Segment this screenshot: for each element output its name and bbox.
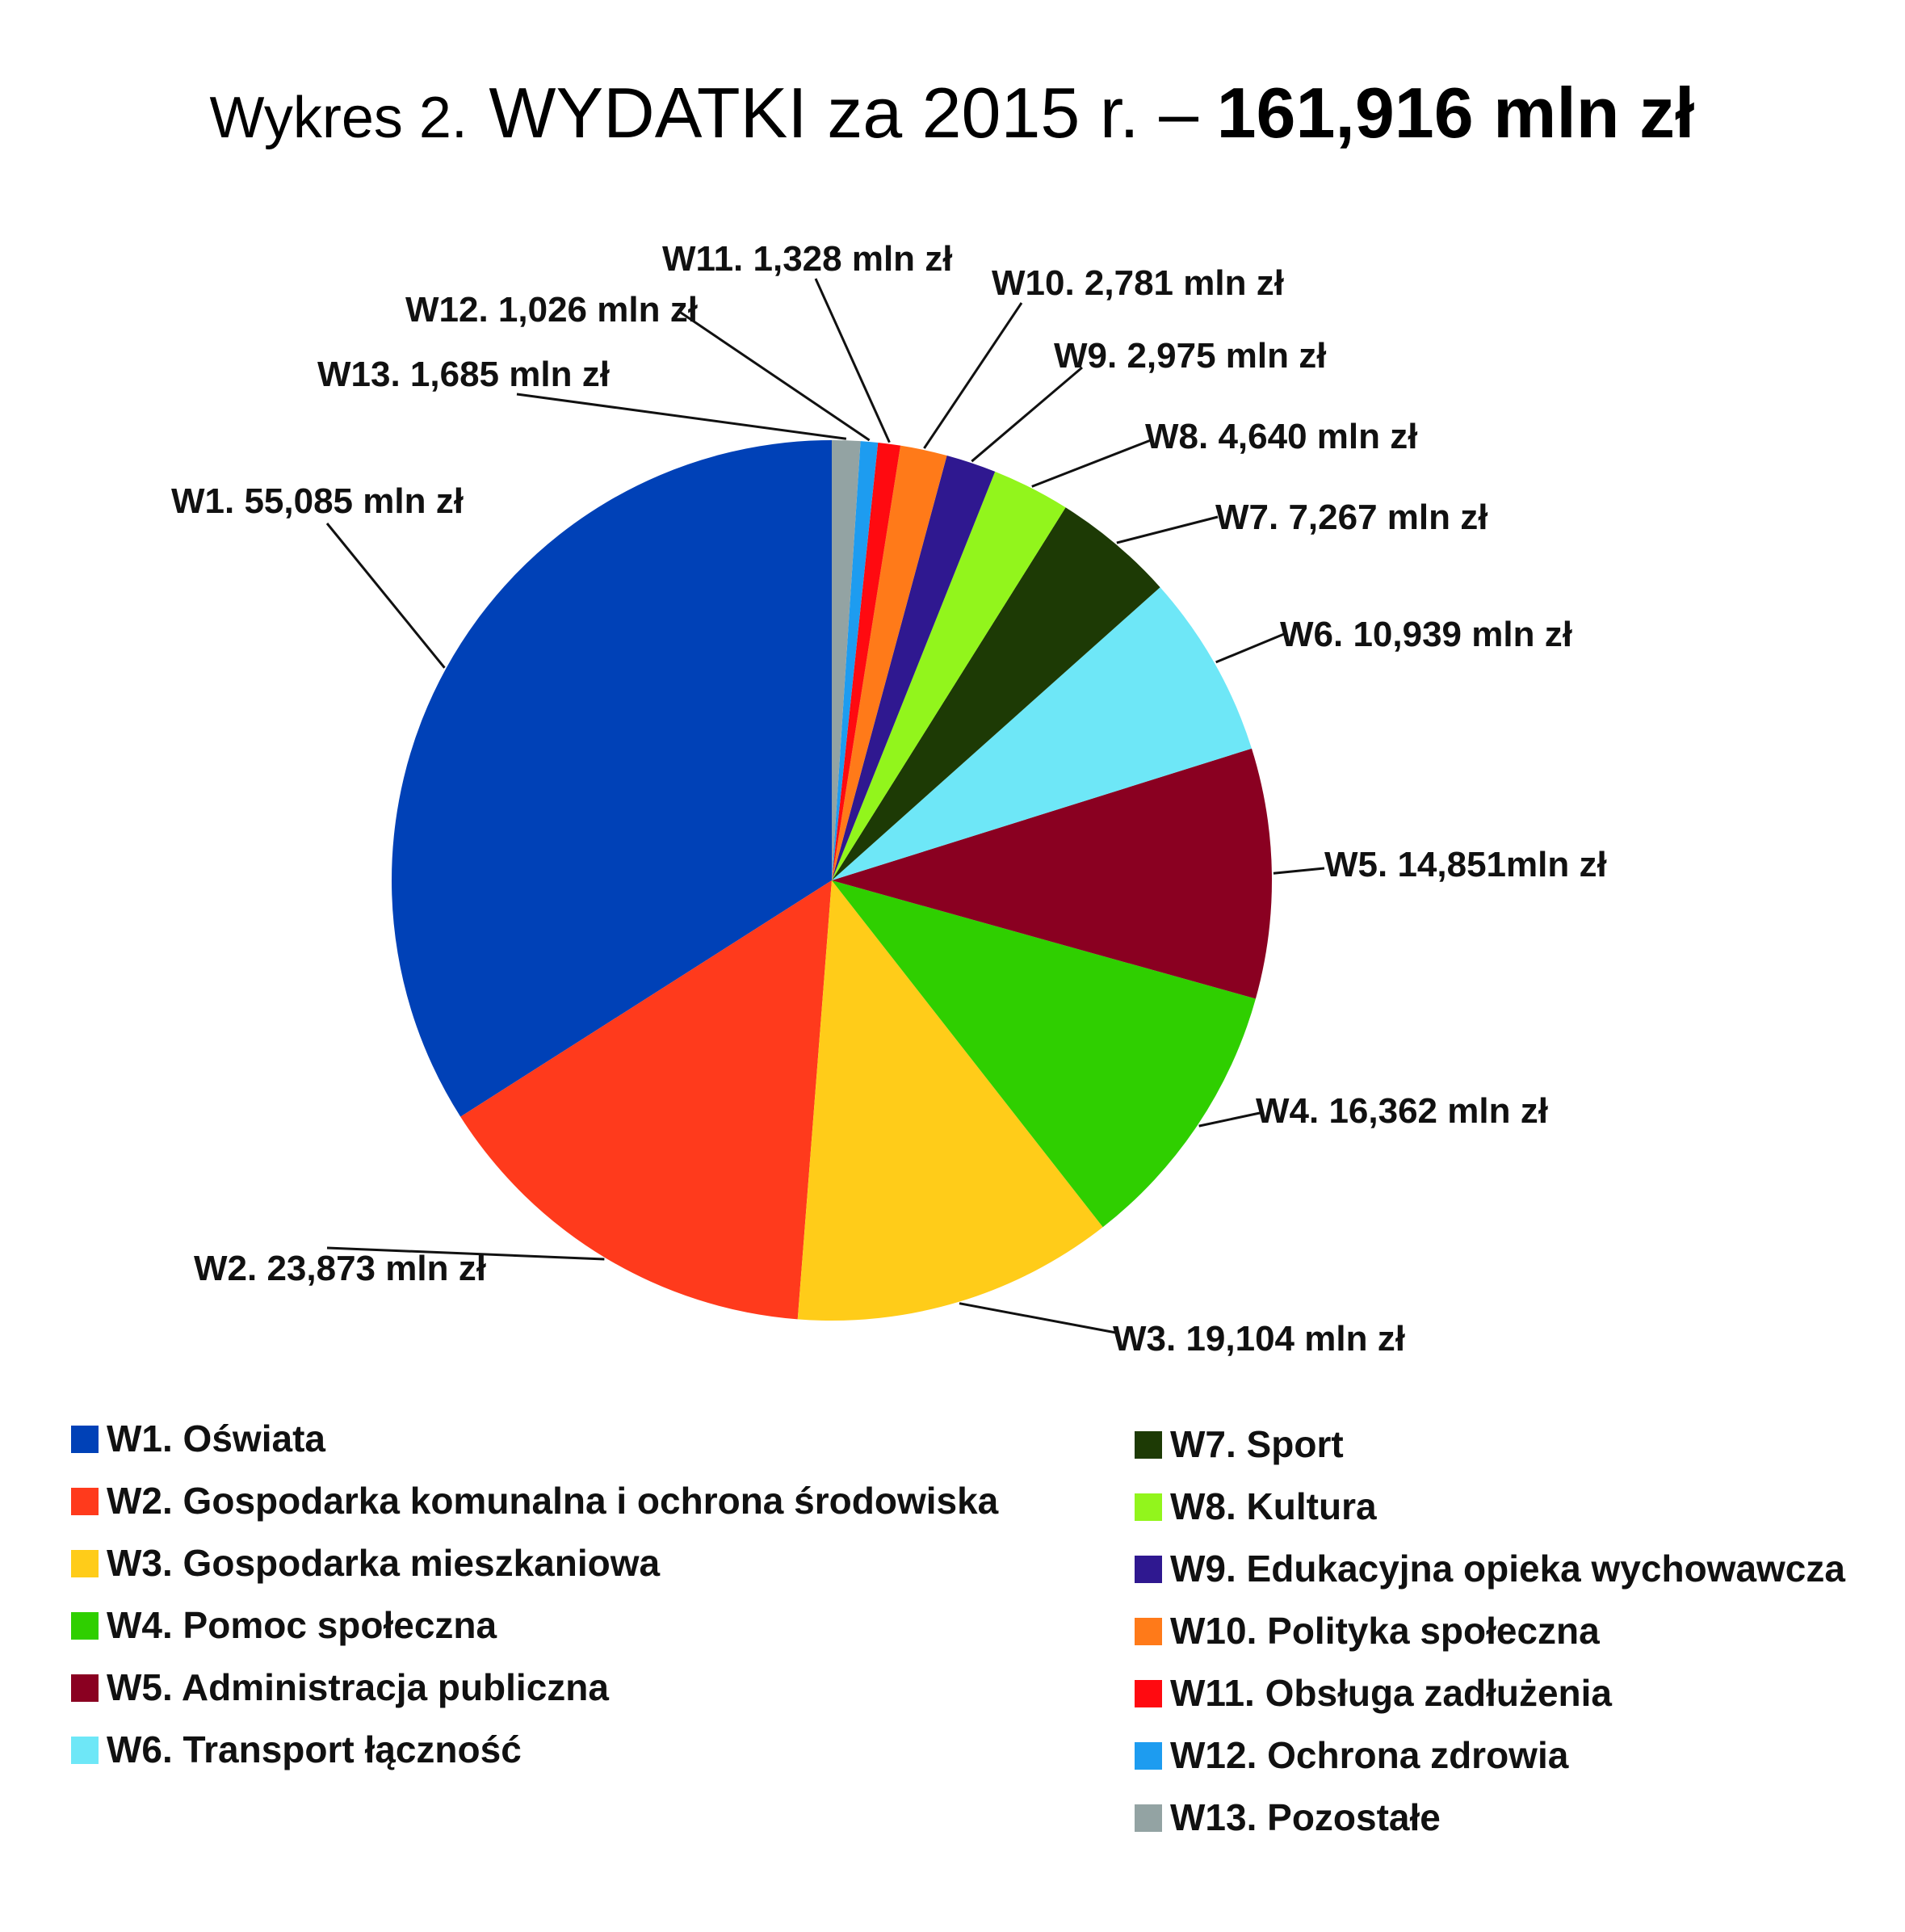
slice-label-w12: W12. 1,026 mln zł	[405, 290, 698, 330]
pie-slice-w7	[832, 507, 1160, 880]
slice-label-w11: W11. 1,328 mln zł	[662, 239, 953, 279]
leader-line-w3	[959, 1302, 1117, 1334]
legend-label-w8: W8. Kultura	[1170, 1485, 1377, 1527]
pie-slice-w10	[832, 445, 947, 880]
legend-swatch-w7	[1135, 1431, 1162, 1459]
legend-label-w11: W11. Obsługa zadłużenia	[1170, 1672, 1612, 1714]
pie-slice-w5	[832, 748, 1272, 999]
legend-swatch-w10	[1135, 1618, 1162, 1645]
slice-label-w10: W10. 2,781 mln zł	[992, 263, 1284, 303]
legend-label-w9: W9. Edukacyjna opieka wychowawcza	[1170, 1548, 1845, 1590]
chart-title-total: 161,916 mln zł	[1217, 73, 1695, 153]
legend-swatch-w11	[1135, 1680, 1162, 1707]
legend-swatch-w8	[1135, 1493, 1162, 1521]
legend-swatch-w9	[1135, 1556, 1162, 1583]
legend-swatch-w12	[1135, 1742, 1162, 1770]
leader-line-w4	[1198, 1111, 1261, 1128]
slice-label-w7: W7. 7,267 mln zł	[1215, 498, 1487, 537]
leader-line-w8	[1031, 439, 1152, 488]
slice-label-w13: W13. 1,685 mln zł	[317, 355, 610, 394]
legend-label-w5: W5. Administracja publiczna	[107, 1666, 609, 1708]
legend-label-w4: W4. Pomoc społeczna	[107, 1604, 497, 1646]
legend-swatch-w4	[71, 1612, 99, 1640]
legend-label-w13: W13. Pozostałe	[1170, 1796, 1441, 1838]
legend-label-w10: W10. Polityka społeczna	[1170, 1610, 1600, 1652]
pie-slice-w2	[460, 880, 832, 1320]
legend-swatch-w5	[71, 1674, 99, 1702]
leader-line-w5	[1273, 867, 1325, 875]
slice-label-w4: W4. 16,362 mln zł	[1256, 1091, 1548, 1131]
legend-label-w3: W3. Gospodarka mieszkaniowa	[107, 1542, 661, 1584]
slice-label-w1: W1. 55,085 mln zł	[171, 481, 464, 521]
slice-label-w8: W8. 4,640 mln zł	[1145, 417, 1417, 456]
leader-line-w12	[678, 309, 871, 442]
slice-label-w9: W9. 2,975 mln zł	[1054, 336, 1326, 376]
slice-label-w2: W2. 23,873 mln zł	[194, 1249, 486, 1288]
chart-title-prefix: Wykres 2.	[210, 86, 468, 150]
slice-label-w6: W6. 10,939 mln zł	[1280, 615, 1572, 654]
legend-label-w6: W6. Transport łączność	[107, 1728, 522, 1770]
leader-line-w6	[1215, 632, 1285, 664]
legend-label-w2: W2. Gospodarka komunalna i ochrona środo…	[107, 1480, 999, 1522]
pie-slice-w11	[832, 443, 901, 880]
leader-line-w13	[516, 393, 847, 440]
leader-line-w1	[325, 523, 446, 669]
pie-slice-w3	[797, 880, 1103, 1321]
leader-line-w7	[1116, 515, 1219, 544]
pie-slices	[392, 440, 1272, 1321]
slice-label-w5: W5. 14,851mln zł	[1324, 845, 1607, 884]
legend-label-w1: W1. Oświata	[107, 1418, 325, 1460]
pie-slice-w13	[832, 440, 861, 880]
slice-labels: W1. 55,085 mln zł W2. 23,873 mln zł W3. 19…	[171, 239, 1607, 1359]
chart-title: Wykres 2. WYDATKI za 2015 r. – 161,916 m…	[210, 73, 1695, 153]
legend: W1. Oświata W2. Gospodarka komunalna i oc…	[71, 1418, 1845, 1838]
pie-slice-w8	[832, 471, 1066, 880]
legend-swatch-w1	[71, 1426, 99, 1453]
legend-label-w7: W7. Sport	[1170, 1423, 1344, 1465]
leader-line-w10	[923, 302, 1023, 449]
leader-line-w11	[814, 278, 891, 443]
slice-label-w3: W3. 19,104 mln zł	[1113, 1319, 1405, 1359]
pie-slice-w9	[832, 455, 996, 880]
leader-line-w9	[971, 366, 1083, 463]
legend-label-w12: W12. Ochrona zdrowia	[1170, 1734, 1569, 1776]
legend-swatch-w13	[1135, 1804, 1162, 1832]
pie-slice-w6	[832, 587, 1252, 880]
legend-swatch-w3	[71, 1550, 99, 1577]
pie-slice-w1	[392, 440, 832, 1117]
label-leader-lines	[325, 278, 1325, 1334]
leader-line-w2	[326, 1246, 605, 1261]
legend-swatch-w2	[71, 1488, 99, 1515]
pie-slice-w12	[832, 441, 879, 880]
chart-title-main: WYDATKI za 2015 r. –	[489, 73, 1198, 153]
pie-slice-w4	[832, 880, 1256, 1228]
legend-swatch-w6	[71, 1737, 99, 1764]
